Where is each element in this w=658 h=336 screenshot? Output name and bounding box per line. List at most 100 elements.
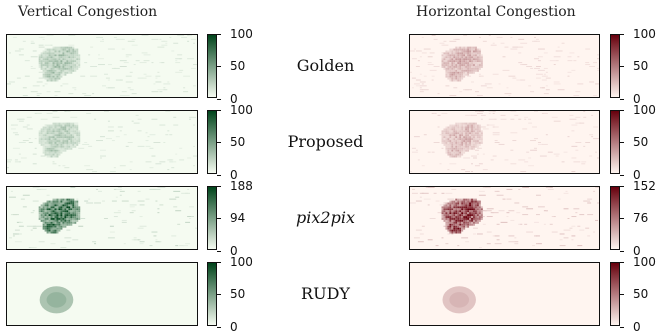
heatmap-noise xyxy=(169,134,173,136)
heatmap-noise xyxy=(536,214,540,216)
heatmap-cell xyxy=(447,140,450,142)
heatmap-cell xyxy=(473,66,475,68)
heatmap-cell xyxy=(457,52,460,55)
colorbar-tick-label: 0 xyxy=(633,320,641,334)
heatmap-cell xyxy=(455,50,458,53)
heatmap-cell xyxy=(44,206,47,209)
heatmap-noise xyxy=(159,161,166,163)
heatmap-noise xyxy=(84,62,88,64)
heatmap-noise xyxy=(494,118,497,120)
heatmap-cell xyxy=(76,60,79,63)
heatmap-noise xyxy=(187,216,192,218)
heatmap-cell xyxy=(76,140,79,142)
heatmap-cell xyxy=(42,73,45,76)
heatmap-cell xyxy=(58,50,61,53)
heatmap-noise xyxy=(139,241,145,243)
heatmap-cell xyxy=(68,145,71,148)
heatmap-cell xyxy=(38,62,41,65)
heatmap-cell xyxy=(449,212,452,215)
heatmap-cell xyxy=(44,138,47,141)
heatmap-cell xyxy=(473,122,475,125)
heatmap-cell xyxy=(60,227,63,230)
heatmap-cell xyxy=(60,124,63,127)
heatmap-cell xyxy=(56,136,59,139)
heatmap-cell xyxy=(54,204,57,207)
heatmap-cell xyxy=(473,218,475,220)
heatmap-cell xyxy=(64,147,67,150)
heatmap-cell xyxy=(459,206,462,209)
heatmap-noise xyxy=(131,93,137,95)
heatmap-cell xyxy=(54,219,57,222)
heatmap-noise xyxy=(518,52,522,54)
heatmap-cell xyxy=(70,204,73,207)
heatmap-cell xyxy=(68,58,71,61)
heatmap-cell xyxy=(461,153,464,156)
heatmap-cell xyxy=(455,77,458,80)
heatmap-cell xyxy=(474,142,477,144)
heatmap-cell xyxy=(443,136,446,139)
heatmap-cell xyxy=(74,200,77,203)
heatmap-cell xyxy=(66,54,69,57)
heatmap-cell xyxy=(48,143,51,146)
heatmap-cell xyxy=(56,52,59,55)
heatmap-cell xyxy=(52,54,55,57)
heatmap-cell xyxy=(451,223,454,226)
heatmap-noise xyxy=(512,140,517,142)
heatmap-noise xyxy=(545,77,551,79)
heatmap-cell xyxy=(480,64,483,66)
heatmap-noise xyxy=(496,36,503,38)
heatmap-noise xyxy=(123,62,129,64)
colorbar-tick-label: 100 xyxy=(633,27,656,41)
heatmap-noise xyxy=(151,38,159,40)
heatmap-cell xyxy=(441,218,444,220)
heatmap-cell xyxy=(474,143,477,146)
heatmap-cell xyxy=(70,64,73,66)
heatmap-cell xyxy=(469,66,472,68)
row-label-rudy: RUDY xyxy=(301,284,350,303)
heatmap-cell xyxy=(66,138,69,141)
heatmap-cell xyxy=(56,229,59,232)
heatmap-cell xyxy=(50,75,53,78)
heatmap-cell xyxy=(467,46,470,49)
heatmap-cell xyxy=(469,206,472,209)
heatmap-cell xyxy=(471,223,473,226)
heatmap-cell xyxy=(473,64,475,66)
colorbar-tick-mark xyxy=(217,99,221,100)
heatmap-cell xyxy=(62,216,65,218)
heatmap-cell xyxy=(459,73,462,76)
heatmap-cell xyxy=(72,208,75,211)
heatmap-cell xyxy=(471,210,473,213)
heatmap-cell xyxy=(469,52,472,55)
heatmap-cell xyxy=(56,208,59,211)
heatmap-cell xyxy=(445,145,448,148)
heatmap-noise xyxy=(84,165,91,167)
heatmap-cell xyxy=(52,64,55,66)
heatmap-cell xyxy=(46,136,49,139)
heatmap-noise xyxy=(589,155,593,157)
heatmap-cell xyxy=(76,54,79,57)
heatmap-cell xyxy=(476,64,479,66)
heatmap-cell xyxy=(64,202,67,205)
heatmap-cell xyxy=(455,221,458,224)
heatmap-cell xyxy=(443,212,446,215)
heatmap-noise xyxy=(22,87,27,89)
heatmap-cell xyxy=(476,214,479,217)
heatmap-cell xyxy=(54,132,57,135)
heatmap-noise xyxy=(141,35,149,36)
colorbar-tick-mark xyxy=(620,251,624,252)
heatmap-noise xyxy=(494,243,502,245)
heatmap-cell xyxy=(72,56,75,59)
heatmap-cell xyxy=(474,138,477,141)
heatmap-cell xyxy=(62,214,65,217)
heatmap-noise xyxy=(52,116,60,118)
heatmap-cell xyxy=(453,210,456,213)
heatmap-cell xyxy=(74,214,77,217)
heatmap-cell xyxy=(467,67,470,70)
heatmap-cell xyxy=(461,210,464,213)
heatmap-cell xyxy=(74,60,77,63)
heatmap-noise xyxy=(123,134,127,136)
heatmap-cell xyxy=(62,66,65,68)
heatmap-noise xyxy=(571,157,577,159)
heatmap-cell xyxy=(467,149,470,152)
heatmap-noise xyxy=(410,202,416,204)
